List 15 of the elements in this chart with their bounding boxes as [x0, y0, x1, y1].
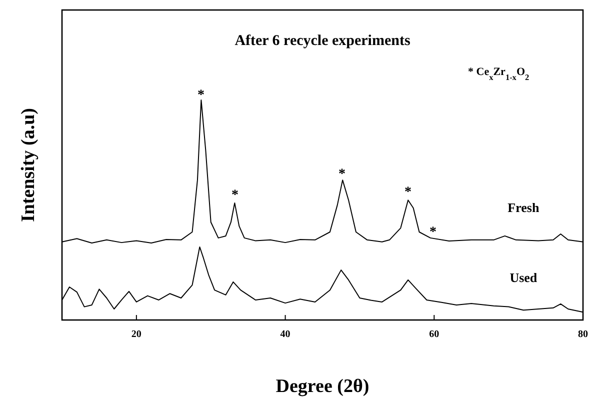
annotation: * — [338, 167, 346, 182]
x-axis-title: Degree (2θ) — [276, 376, 370, 397]
series-label: Fresh — [508, 200, 540, 215]
series-label: Used — [510, 270, 538, 286]
annotation: * — [430, 225, 436, 240]
text: * Ce$_{x}$Zr$_{1-x}$O$_{2}$ — [468, 66, 530, 82]
chart-title: After 6 recycle experiments — [234, 33, 410, 49]
annotation: * — [404, 185, 412, 200]
x-tick-label: 20 — [131, 329, 142, 340]
x-tick-label: 80 — [578, 329, 588, 340]
x-tick-label: 40 — [280, 329, 290, 340]
annotation: * — [198, 88, 204, 103]
x-tick-label: 60 — [429, 329, 440, 340]
y-axis-title: Intensity (a.u) — [18, 108, 39, 222]
annotation: * — [232, 188, 238, 203]
